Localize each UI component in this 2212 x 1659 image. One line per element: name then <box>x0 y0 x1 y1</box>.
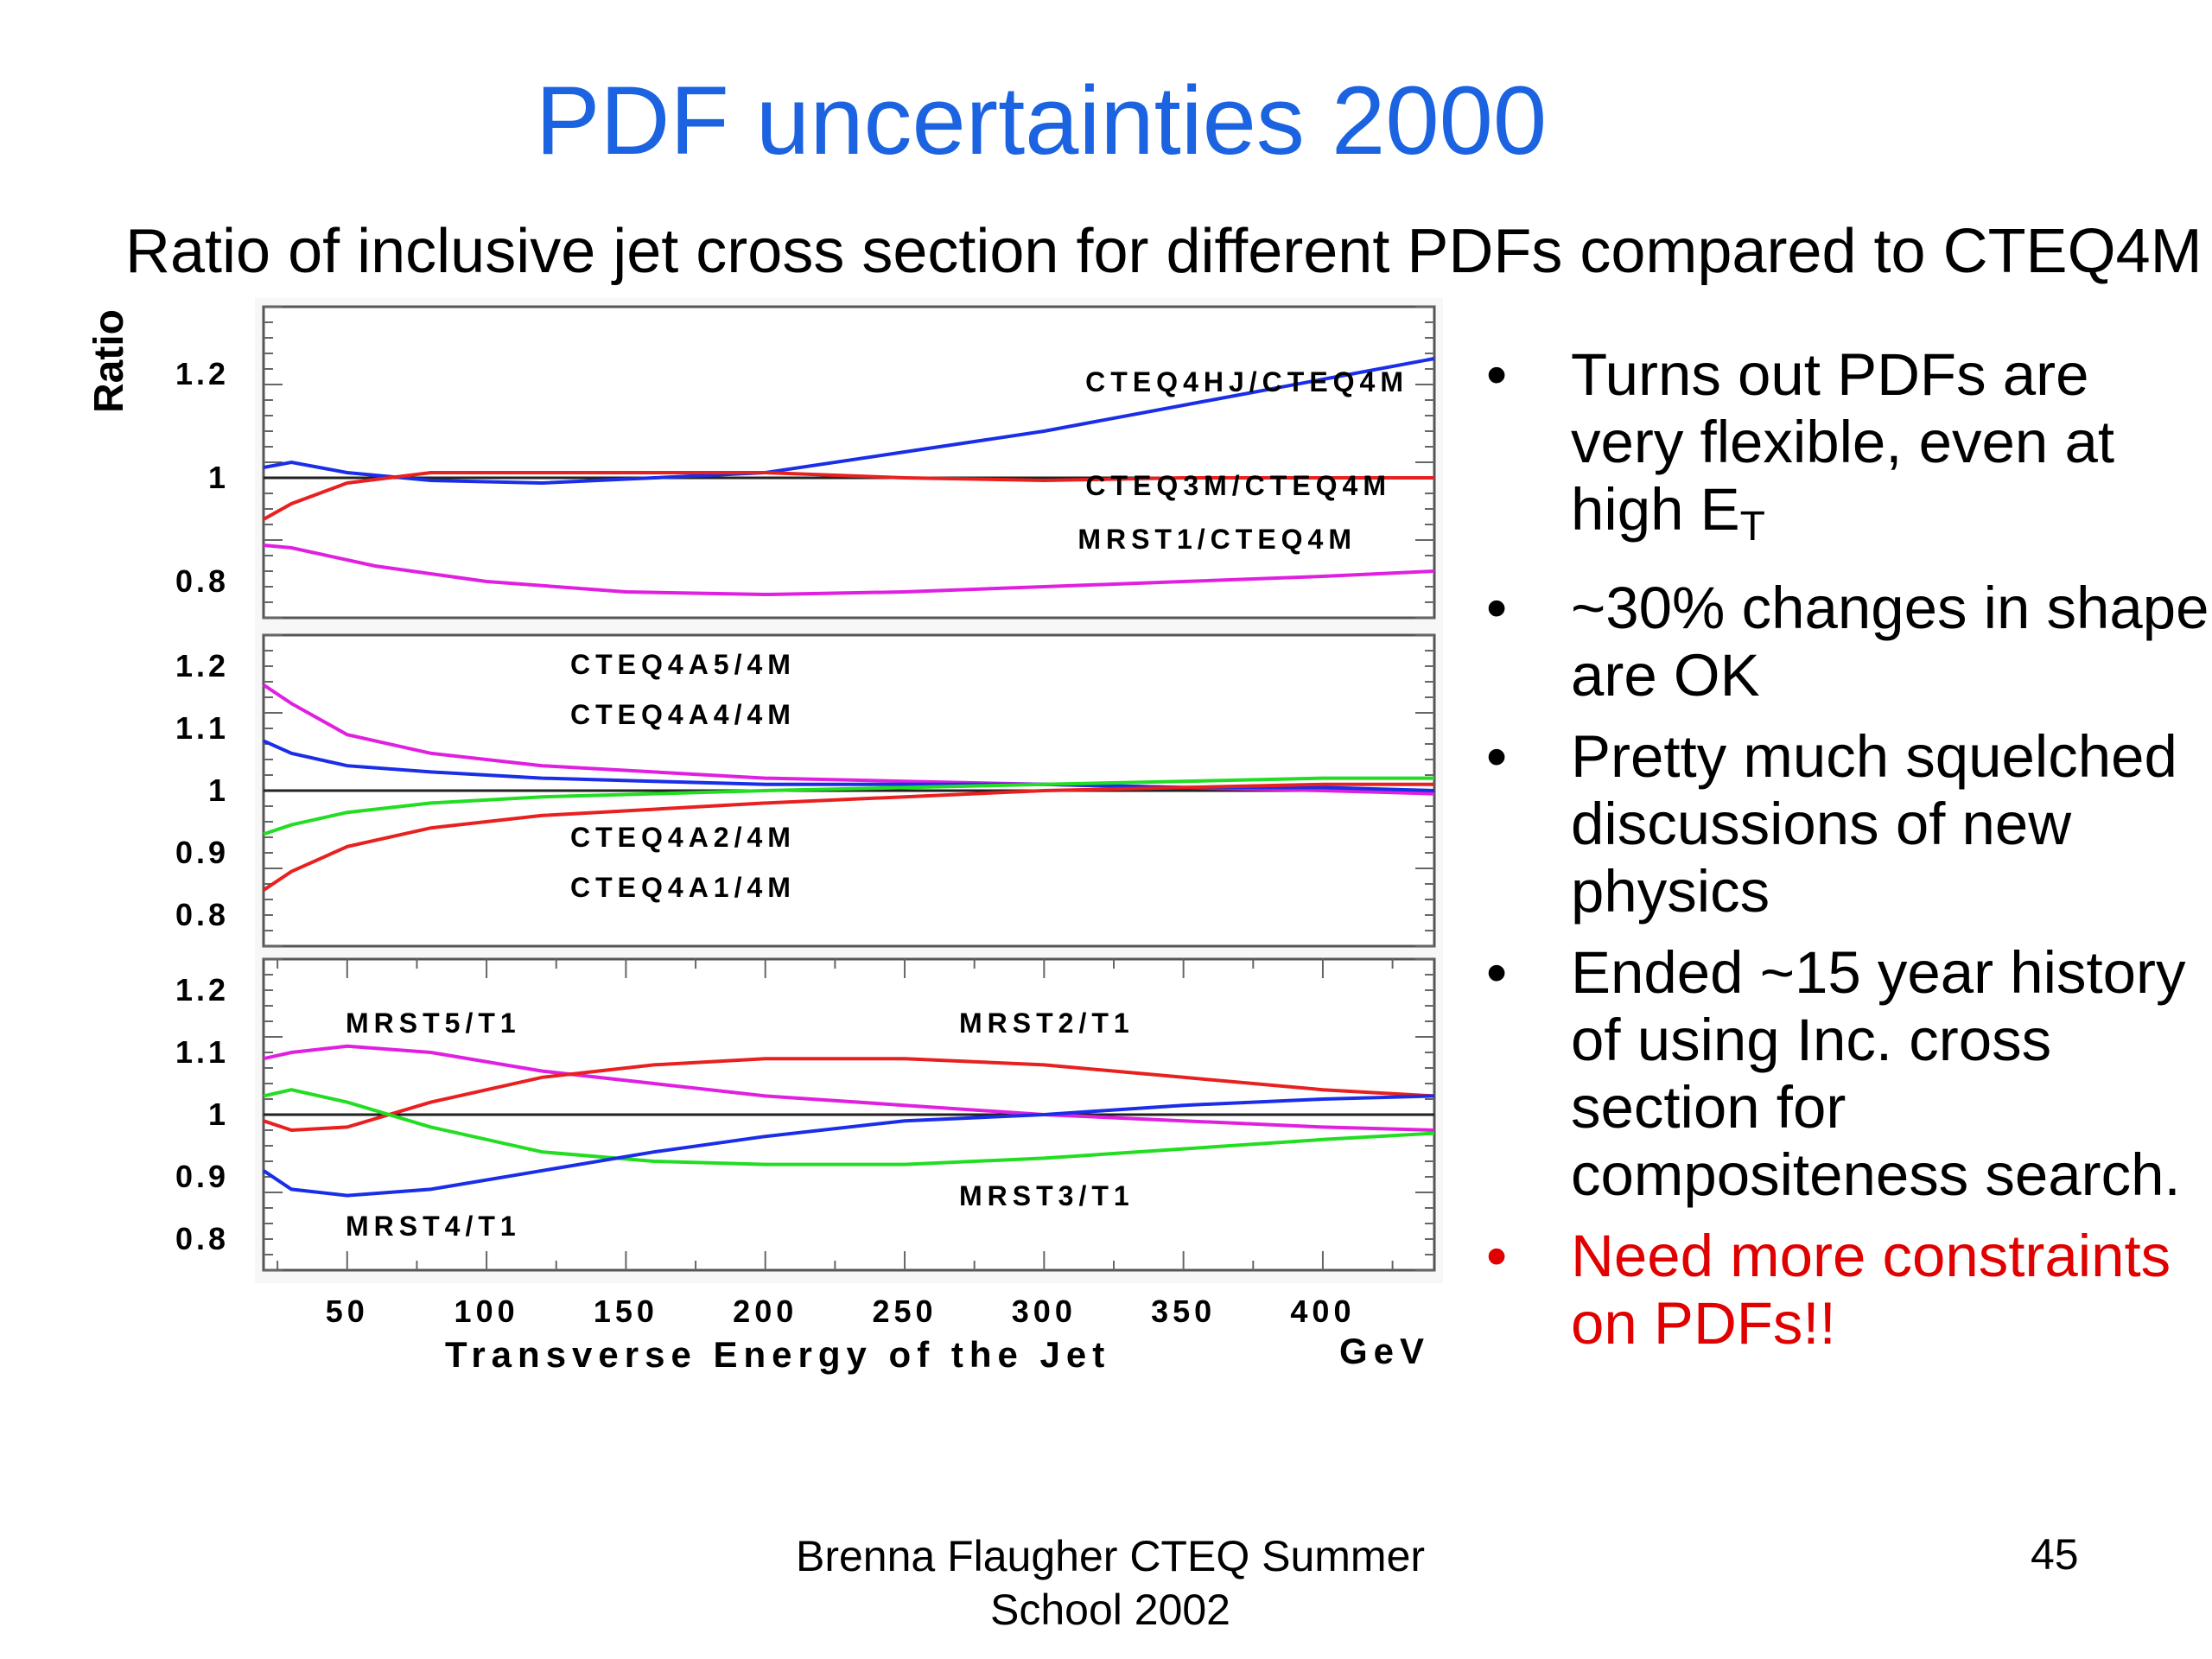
y-tick-label: 1.1 <box>175 1034 229 1070</box>
y-tick-label: 1.2 <box>175 972 229 1007</box>
x-tick-label: 150 <box>594 1294 658 1329</box>
x-axis-label: Transverse Energy of the Jet <box>445 1334 1110 1375</box>
series-line <box>263 1088 1435 1166</box>
x-tick-label: 400 <box>1290 1294 1355 1329</box>
y-tick-label: 1 <box>208 1096 229 1132</box>
series-line <box>263 1057 1435 1133</box>
x-tick-label: 100 <box>454 1294 519 1329</box>
bullet-item: Turns out PDFs are very flexible, even a… <box>1469 341 2212 561</box>
bullet-text: Need more constraints on PDFs!! <box>1571 1223 2171 1357</box>
curve-label: MRST3/T1 <box>959 1180 1135 1211</box>
bullet-item: Pretty much squelched discussions of new… <box>1469 723 2212 925</box>
bullet-list: Turns out PDFs are very flexible, even a… <box>1469 341 2212 1371</box>
curve-label: CTEQ4A5/4M <box>570 649 796 680</box>
y-axis-label: Ratio <box>86 309 132 413</box>
y-tick-label: 1 <box>208 460 229 495</box>
bullet-text: ~30% changes in shape are OK <box>1571 575 2209 709</box>
bullet-subscript: T <box>1739 504 1765 550</box>
curve-label: MRST1/CTEQ4M <box>1077 524 1357 555</box>
series-line <box>263 543 1435 597</box>
x-tick-label: 200 <box>733 1294 798 1329</box>
plot-frame <box>262 305 1436 620</box>
y-tick-label: 0.8 <box>175 897 229 932</box>
series-line <box>263 776 1434 836</box>
x-tick-label: 50 <box>326 1294 369 1329</box>
y-tick-label: 1.2 <box>175 648 229 683</box>
y-tick-label: 1.1 <box>175 710 229 746</box>
curve-label: CTEQ3M/CTEQ4M <box>1085 470 1391 501</box>
curve-label: CTEQ4A4/4M <box>570 699 796 730</box>
y-tick-label: 1.2 <box>175 356 229 391</box>
curve-label: MRST5/T1 <box>346 1007 521 1039</box>
slide-subtitle: Ratio of inclusive jet cross section for… <box>125 217 2202 286</box>
y-tick-label: 0.9 <box>175 1159 229 1194</box>
curve-label: MRST4/T1 <box>346 1211 521 1242</box>
series-line <box>263 1044 1435 1132</box>
y-tick-label: 0.9 <box>175 835 229 870</box>
curve-label: CTEQ4HJ/CTEQ4M <box>1085 366 1408 397</box>
x-axis-unit: GeV <box>1339 1331 1430 1371</box>
series-line <box>263 471 1434 521</box>
x-tick-label: 350 <box>1151 1294 1216 1329</box>
page-number: 45 <box>2031 1530 2079 1579</box>
bullet-item: Ended ~15 year history of using Inc. cro… <box>1469 939 2212 1209</box>
x-tick-label: 300 <box>1012 1294 1077 1329</box>
bullet-text: Turns out PDFs are very flexible, even a… <box>1571 341 2114 543</box>
curve-label: MRST2/T1 <box>959 1007 1135 1039</box>
curve-label: CTEQ4A1/4M <box>570 872 796 903</box>
bullet-item-highlight: Need more constraints on PDFs!! <box>1469 1223 2212 1357</box>
series-line <box>262 782 1434 892</box>
pdf-ratio-chart: 0.8 1 1.2 CTEQ4HJ/CTEQ4M CTEQ3M/CTEQ4M MRST1/… <box>86 298 1443 1375</box>
x-tick-label: 250 <box>872 1294 937 1329</box>
series-line <box>263 357 1435 486</box>
y-tick-label: 0.8 <box>175 1221 229 1256</box>
bullet-item: ~30% changes in shape are OK <box>1469 575 2212 709</box>
series-line <box>262 1094 1435 1198</box>
y-tick-label: 1 <box>208 772 229 808</box>
bullet-text: Pretty much squelched discussions of new… <box>1571 723 2177 925</box>
y-tick-label: 0.8 <box>175 563 229 599</box>
slide-title: PDF uncertainties 2000 <box>535 67 1548 175</box>
curve-label: CTEQ4A2/4M <box>570 822 796 853</box>
bullet-text: Ended ~15 year history of using Inc. cro… <box>1571 939 2186 1208</box>
slide-footer: Brenna Flaugher CTEQ Summer School 2002 <box>795 1532 1426 1634</box>
